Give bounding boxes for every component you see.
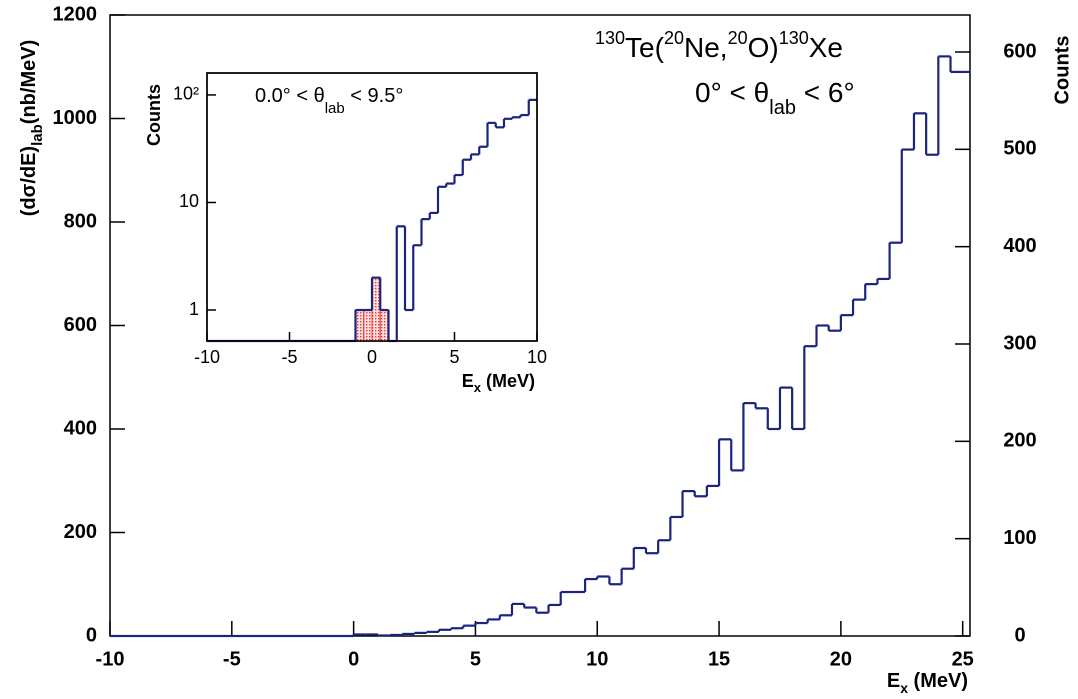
inset-y-axis-label: Counts — [144, 84, 164, 146]
x-label-part: x — [900, 680, 908, 696]
y2-tick-label: 600 — [1003, 40, 1036, 62]
x-label-part: E — [887, 670, 900, 692]
x-tick-label: 5 — [449, 347, 459, 367]
annotation-part: 0° < θ — [695, 77, 769, 108]
y2-axis-label: Counts — [1051, 36, 1073, 105]
y-label-part: lab — [29, 124, 46, 146]
y-tick-label: 200 — [64, 521, 97, 543]
x-tick-label: 5 — [470, 648, 481, 670]
y-tick-label: 1200 — [53, 3, 98, 25]
inset-annotation: 0.0° < θlab < 9.5° — [255, 85, 403, 117]
annotation-part: lab — [769, 97, 796, 119]
highlight-bin — [371, 277, 381, 342]
y-tick-label: 10² — [173, 84, 199, 104]
chart-title: 130Te(20Ne,20O)130Xe — [595, 28, 843, 64]
title-part: 130 — [595, 28, 625, 48]
x-tick-label: 25 — [952, 648, 974, 670]
x-tick-label: -5 — [281, 347, 297, 367]
title-part: 20 — [664, 28, 684, 48]
x-tick-label: -10 — [194, 347, 220, 367]
annotation-part: < 9.5° — [345, 85, 404, 107]
annotation: 0° < θlab < 6° — [695, 77, 855, 119]
y-tick-label: 0 — [86, 624, 97, 646]
x-tick-label: 10 — [586, 648, 608, 670]
y-tick-label: 10 — [179, 191, 199, 211]
x-tick-label: -10 — [96, 648, 125, 670]
title-part: 130 — [779, 28, 809, 48]
y-tick-label: 400 — [64, 417, 97, 439]
x-tick-label: -5 — [223, 648, 241, 670]
x-label-part: E — [462, 371, 474, 391]
highlight-bin — [379, 309, 389, 342]
inset-x-axis-label: Ex (MeV) — [462, 371, 535, 396]
title-part: O) — [748, 32, 779, 63]
main-plot: -10 -5 0 5 10 15 20 250200400600800100012000100… — [53, 3, 1037, 670]
y-tick-label: 600 — [64, 314, 97, 336]
annotation-part: < 6° — [796, 77, 855, 108]
y-tick-label: 800 — [64, 210, 97, 232]
x-label-part: (MeV) — [481, 371, 535, 391]
y-tick-label: 1000 — [53, 107, 98, 129]
y-label-part: (dσ/dE) — [18, 146, 40, 216]
title-part: 20 — [728, 28, 748, 48]
y2-tick-label: 500 — [1003, 138, 1036, 160]
annotation-part: lab — [325, 100, 345, 117]
highlight-bin — [363, 309, 373, 342]
y2-tick-label: 200 — [1003, 430, 1036, 452]
y2-tick-label: 0 — [1014, 624, 1025, 646]
x-axis-label: Ex (MeV) — [887, 670, 968, 695]
highlight-bin — [355, 309, 365, 342]
x-tick-label: 15 — [708, 648, 730, 670]
title-part: Te( — [625, 32, 665, 63]
y-axis-label: (dσ/dE)lab(nb/MeV) — [18, 40, 46, 216]
x-label-part: (MeV) — [908, 670, 968, 692]
x-tick-label: 10 — [527, 347, 547, 367]
y2-tick-label: 300 — [1003, 332, 1036, 354]
x-tick-label: 20 — [830, 648, 852, 670]
y2-tick-label: 400 — [1003, 235, 1036, 257]
x-tick-label: 0 — [348, 648, 359, 670]
title-part: Ne, — [684, 32, 728, 63]
x-label-part: x — [474, 380, 482, 395]
x-tick-label: 0 — [367, 347, 377, 367]
y2-tick-label: 100 — [1003, 527, 1036, 549]
annotation-part: 0.0° < θ — [255, 85, 325, 107]
y-label-part: (nb/MeV) — [18, 40, 40, 124]
y-tick-label: 1 — [189, 299, 199, 319]
title-part: Xe — [809, 32, 843, 63]
inset-frame — [206, 72, 538, 342]
